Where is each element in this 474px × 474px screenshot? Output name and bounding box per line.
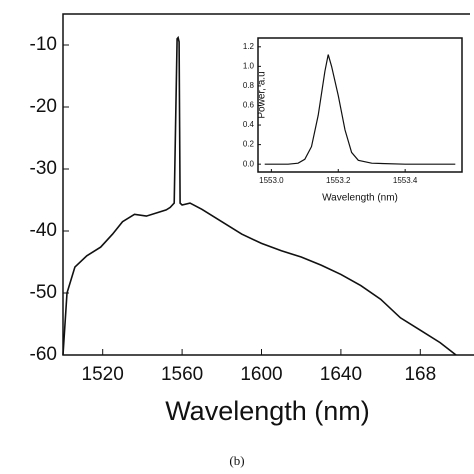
x-tick-label: 1553.0	[259, 176, 284, 185]
y-tick-label: -50	[30, 282, 57, 303]
inset-frame	[257, 37, 463, 173]
y-tick-label: 0.4	[243, 120, 255, 129]
x-tick-label: 1553.4	[393, 176, 418, 185]
x-tick-label: 1600	[240, 364, 282, 385]
y-tick-label: 0.6	[243, 101, 255, 110]
y-tick-label: 1.2	[243, 42, 255, 51]
y-tick-label: -30	[30, 158, 57, 179]
x-tick-label: 168	[404, 364, 436, 385]
x-axis-label: Wavelength (nm)	[165, 396, 370, 426]
y-tick-label: -10	[30, 34, 57, 55]
x-axis-label: Wavelength (nm)	[322, 193, 398, 204]
y-tick-label: -60	[30, 344, 57, 365]
y-tick-label: 0.2	[243, 140, 255, 149]
data-line	[264, 54, 456, 165]
y-tick-label: 1.0	[243, 61, 255, 70]
data-line	[62, 35, 457, 356]
caption: (b)	[229, 453, 244, 468]
y-tick-label: 0.8	[243, 81, 255, 90]
y-tick-label: -40	[30, 220, 57, 241]
axes	[62, 13, 474, 356]
x-tick-label: 1553.2	[326, 176, 351, 185]
x-tick-label: 1640	[320, 364, 362, 385]
y-tick-label: 0.0	[243, 159, 255, 168]
y-tick-label: -20	[30, 96, 57, 117]
y-axis-label: Power, a.u	[257, 71, 268, 118]
x-tick-label: 1520	[82, 364, 124, 385]
x-tick-label: 1560	[161, 364, 203, 385]
